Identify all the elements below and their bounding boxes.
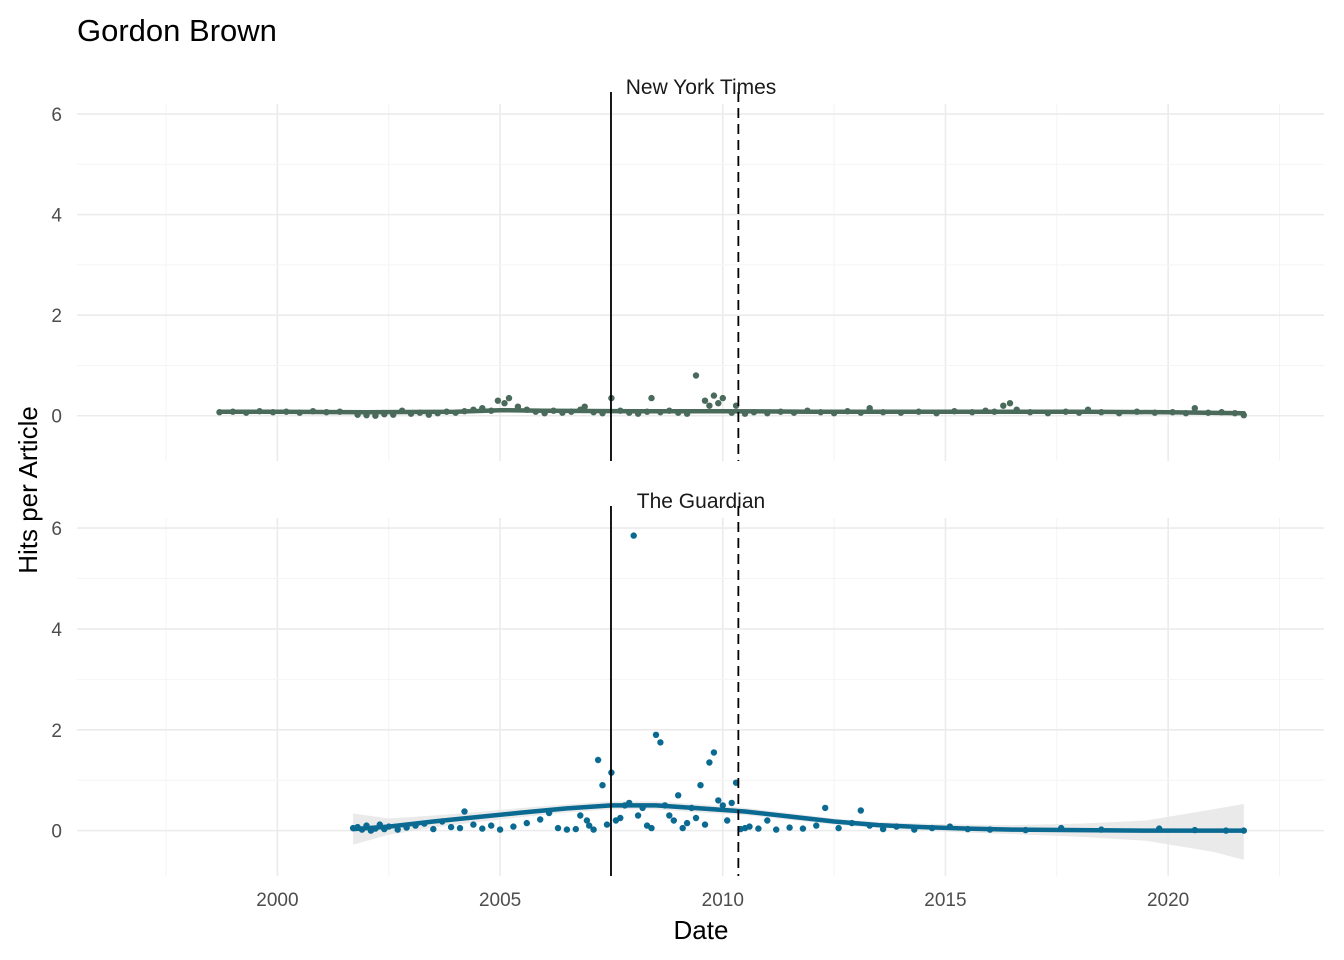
y-tick-label: 2 xyxy=(51,306,62,327)
panel-label-new-york-times: New York Times xyxy=(626,76,777,99)
data-point xyxy=(586,822,593,829)
data-point xyxy=(523,819,530,827)
x-axis-ticks: 2000 2005 2010 2015 2020 xyxy=(256,890,1189,911)
data-point xyxy=(697,782,704,789)
y-tick-label: 0 xyxy=(51,822,62,843)
data-point xyxy=(701,821,709,828)
data-point xyxy=(456,824,464,832)
data-point xyxy=(648,824,655,832)
y-axis-title: Hits per Article xyxy=(13,406,43,574)
data-point xyxy=(666,812,673,819)
data-point xyxy=(590,826,597,833)
data-point xyxy=(430,825,437,833)
data-point xyxy=(679,824,686,832)
x-axis-title: Date xyxy=(674,915,729,945)
data-point xyxy=(494,397,502,404)
data-point xyxy=(599,782,606,789)
data-point xyxy=(822,804,829,812)
y-tick-label: 4 xyxy=(51,206,62,227)
data-point xyxy=(724,817,731,824)
data-point xyxy=(706,402,713,409)
data-point xyxy=(630,532,637,539)
x-tick-label: 2005 xyxy=(479,890,521,911)
data-point xyxy=(746,823,753,830)
panel-label-the-guardian: The Guardian xyxy=(637,490,765,513)
data-point xyxy=(670,817,677,824)
data-point xyxy=(603,821,611,828)
data-point xyxy=(554,824,562,832)
data-point xyxy=(634,812,642,819)
data-point xyxy=(715,797,722,804)
data-point xyxy=(692,814,700,822)
data-point xyxy=(706,759,713,766)
data-point xyxy=(773,826,780,833)
data-point xyxy=(581,403,588,410)
data-point xyxy=(786,824,793,831)
data-point xyxy=(835,824,842,832)
data-point xyxy=(537,816,544,823)
trend-line xyxy=(350,803,1247,833)
data-point xyxy=(857,807,864,814)
data-point xyxy=(510,823,517,830)
data-point xyxy=(572,825,579,833)
data-point xyxy=(563,826,571,833)
y-tick-label: 6 xyxy=(51,519,62,540)
data-point xyxy=(764,817,771,824)
panel-the-guardian: 0 2 4 6 The Guardian xyxy=(51,490,1324,876)
data-point xyxy=(719,394,726,402)
data-point xyxy=(1000,402,1007,409)
data-point xyxy=(799,825,807,832)
y-tick-label: 6 xyxy=(51,105,62,126)
data-point xyxy=(755,825,762,832)
data-point xyxy=(728,799,735,807)
data-point xyxy=(683,819,691,827)
data-point xyxy=(719,802,726,809)
data-point xyxy=(692,372,700,379)
x-tick-label: 2015 xyxy=(924,890,966,911)
data-point xyxy=(496,826,504,833)
data-point xyxy=(1191,405,1199,412)
data-point xyxy=(505,394,513,402)
data-point xyxy=(675,792,682,799)
data-point xyxy=(461,808,468,815)
data-point xyxy=(479,825,486,832)
data-point xyxy=(577,812,584,819)
y-tick-label: 2 xyxy=(51,721,62,742)
data-point xyxy=(447,823,455,831)
data-point xyxy=(648,394,655,402)
panel-new-york-times: 0 2 4 6 New York Times xyxy=(51,76,1324,461)
x-tick-label: 2020 xyxy=(1147,890,1189,911)
data-point xyxy=(813,822,820,829)
data-point xyxy=(1006,400,1014,407)
y-tick-label: 4 xyxy=(51,620,62,641)
data-point xyxy=(701,397,709,404)
x-tick-label: 2010 xyxy=(702,890,744,911)
y-tick-label: 0 xyxy=(51,407,62,428)
data-point xyxy=(657,739,664,746)
data-point xyxy=(501,400,508,407)
data-point xyxy=(594,756,602,764)
data-point xyxy=(710,749,718,756)
data-point xyxy=(470,821,477,828)
data-point xyxy=(617,814,624,822)
x-tick-label: 2000 xyxy=(256,890,298,911)
data-point xyxy=(488,822,495,829)
data-point xyxy=(710,392,718,399)
data-point xyxy=(715,400,722,407)
data-point xyxy=(652,731,660,738)
trend-line xyxy=(217,407,1247,416)
data-point xyxy=(583,817,591,824)
chart-title: Gordon Brown xyxy=(77,13,277,48)
